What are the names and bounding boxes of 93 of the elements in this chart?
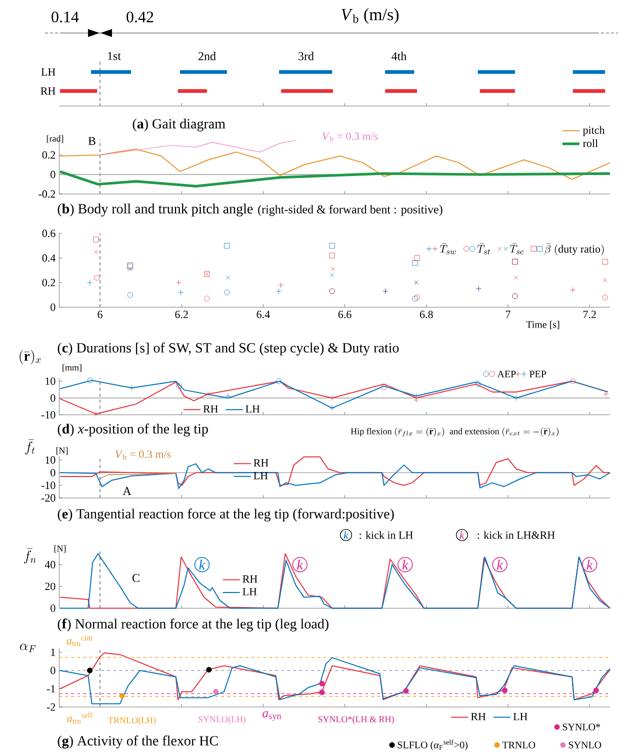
y-tick-label: -10 <box>41 411 56 419</box>
legend-label: pitch <box>582 126 605 136</box>
text: 0.14 <box>52 12 79 22</box>
y-tick-label: 0 <box>50 468 56 476</box>
legend-label: SYNLO <box>568 742 602 748</box>
legend-label: LH <box>513 712 528 720</box>
y-tick-label: 20 <box>45 582 56 590</box>
text: (f) Normal reaction force at the leg tip (leg load) <box>58 618 328 632</box>
x-tick-label: 7 <box>506 310 510 318</box>
legend-label: RH <box>470 712 486 720</box>
y-tick-label: -10 <box>41 482 56 490</box>
legend-label: RH <box>242 575 258 583</box>
y-axis-title: $\bar{f}_t$ <box>25 439 35 455</box>
text: (b) Body roll and trunk pitch angle <box>58 204 253 216</box>
annotation: k <box>586 560 593 570</box>
text: : kick in LH&RH <box>478 531 555 539</box>
y-axis-title: $(\bar{\mathbf{r}})_x$ <box>20 350 41 364</box>
annotation: C <box>132 574 140 582</box>
legend-label: $\bar{T}_{sc}$ <box>510 243 524 254</box>
annotation: V$_{b}$ = 0.3 m/s <box>115 450 171 460</box>
x-tick-label: 6 <box>98 310 102 318</box>
x-tick-label: 6.2 <box>175 310 188 318</box>
legend-label: LH <box>254 472 268 480</box>
y-tick-label: 0.2 <box>42 278 56 286</box>
annotation: k <box>199 560 206 570</box>
x-tick-label: 6.8 <box>420 310 433 318</box>
legend-label: AEP <box>497 370 516 378</box>
annotation: A <box>122 487 132 495</box>
text: k <box>344 531 349 539</box>
text: SYNLO(LH) <box>198 716 246 724</box>
legend-label: PEP <box>529 370 546 378</box>
text: SYNLO*(LH & RH) <box>318 716 394 724</box>
y-tick-label: 0 <box>50 394 56 402</box>
text: V$_{b}$ (m/s) <box>342 8 399 24</box>
y-tick-label: 1 <box>51 648 55 656</box>
y-tick-label: -0.2 <box>38 190 56 198</box>
text: [N] <box>56 447 68 455</box>
y-axis-title: [rad] <box>46 135 64 143</box>
text: TRNLO(LH) <box>108 716 156 726</box>
x-tick-label: 6.6 <box>338 310 352 318</box>
annotation: k <box>497 560 504 570</box>
text: [mm] <box>62 364 82 372</box>
text: (a) Gait diagram <box>132 118 226 132</box>
text: 3rd <box>298 52 314 60</box>
y-tick-label: 0.6 <box>42 230 56 238</box>
legend-label: SLFLO (α$_{F}$$^{self}$>0) <box>398 740 468 750</box>
text: (e) Tangential reaction force at the leg tip (forward:positive) <box>58 508 394 522</box>
annotation: [N] <box>54 545 66 553</box>
y-tick-label: 10 <box>46 378 56 385</box>
y-tick-label: 0 <box>50 666 56 674</box>
legend-label: $\bar{T}_{st}$ <box>477 243 490 254</box>
legend-label: LH <box>246 405 260 413</box>
y-tick-label: 10 <box>46 456 56 464</box>
text: (right-sided & forward bent : positive) <box>258 204 442 216</box>
legend-label: TRNLO <box>502 742 536 748</box>
y-tick-label: 0 <box>50 170 56 178</box>
legend-label: LH <box>242 588 257 596</box>
y-tick-label: 0.2 <box>42 151 56 159</box>
annotation: k <box>297 560 304 570</box>
y-tick-label: 0.4 <box>42 254 56 262</box>
text: (g) Activity of the flexor HC <box>58 736 218 748</box>
text: k <box>460 531 465 539</box>
text: (c) Durations [s] of SW, ST and SC (step cycle) & Duty ratio <box>58 342 399 356</box>
annotation: B <box>88 137 96 145</box>
y-tick-label: -20 <box>41 494 56 502</box>
text: 0.42 <box>126 12 154 22</box>
text: (d) x-position of the leg tip <box>58 424 208 436</box>
y-tick-label: -1 <box>46 685 55 692</box>
legend-label: SYNLO* <box>562 724 600 730</box>
x-axis-title: Time [s] <box>526 320 560 330</box>
text: : kick in LH <box>360 531 413 539</box>
text: $\mathrm{Hip\ flexion}\ (\bar{r}_{flx}=(\bar{\mathbf{r}})_x)\ \ \mathrm{and\ extension}\ (\bar{r}_{ext}=-(\bar{\mathbf{r}})_x)$ <box>350 427 558 437</box>
y-tick-label: LH <box>41 68 56 76</box>
y-tick-label: 0 <box>50 604 56 612</box>
legend-label: RH <box>254 459 268 466</box>
y-tick-label: -2 <box>46 703 56 711</box>
legend-label: $\bar{T}_{sw}$ <box>440 243 456 254</box>
x-tick-label: 7.2 <box>583 310 596 318</box>
y-tick-label: RH <box>40 87 56 95</box>
legend-label: RH <box>203 405 218 413</box>
y-tick-label: 40 <box>44 560 56 568</box>
y-tick-label: 0 <box>50 304 56 311</box>
y-axis-title: $\alpha_F$ <box>20 644 36 652</box>
ref-line-label: a$_{syn}$ <box>262 711 282 721</box>
text: 2nd <box>198 52 216 60</box>
annotation: k <box>402 560 408 570</box>
y-axis-title: $\bar{f}_n$ <box>24 548 36 564</box>
annotation: V$_{b}$ = 0.3 m/s <box>322 132 378 142</box>
text: 4th <box>392 52 406 60</box>
text: 1st <box>108 52 121 60</box>
legend-label: $\bar{\beta}\ \mathrm{(duty\ ratio)}$ <box>544 243 604 256</box>
x-tick-label: 6.4 <box>256 310 270 318</box>
legend-label: roll <box>583 139 598 148</box>
